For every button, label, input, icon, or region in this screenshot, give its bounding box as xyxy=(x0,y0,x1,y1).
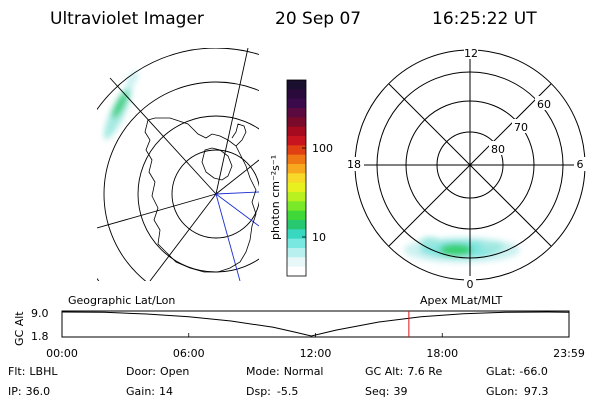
colorbar: 100 10 photon cm⁻²s⁻¹ xyxy=(269,79,333,277)
colorbar-tick-label-10: 10 xyxy=(312,231,326,244)
status-gc-alt: GC Alt: 7.6 Re xyxy=(365,365,442,378)
status-glon: GLon: 97.3 xyxy=(486,385,548,398)
gc-x-ticks: 00:00 06:00 12:00 18:00 23:59 xyxy=(46,333,585,360)
geo-meridian-blue-3 xyxy=(215,193,241,281)
gc-alt-plot: GC Alt 9.0 1.8 00:00 06:00 12:00 18:00 23:59 xyxy=(13,307,585,360)
mlt-label-12: 12 xyxy=(464,47,478,60)
status-gain: Gain: 14 xyxy=(126,385,173,398)
colorbar-tick-label-100: 100 xyxy=(312,142,333,155)
status-glat: GLat: -66.0 xyxy=(486,365,548,378)
gc-ytick-low: 1.8 xyxy=(31,330,49,343)
lat-label-60: 60 xyxy=(537,98,551,111)
polar-label-bg-left xyxy=(344,157,364,171)
geo-meridian-4 xyxy=(149,193,217,281)
colorbar-cell-14 xyxy=(287,210,306,221)
colorbar-cell-1 xyxy=(287,89,306,100)
polar-label-bg-top xyxy=(464,46,478,59)
date-label: 20 Sep 07 xyxy=(275,9,361,29)
gc-x-tick-label-0: 00:00 xyxy=(46,347,78,360)
gc-plot-ylabel: GC Alt xyxy=(13,311,26,346)
status-door: Door: Open xyxy=(126,365,189,378)
lat-label-70: 70 xyxy=(514,121,528,134)
colorbar-cell-2 xyxy=(287,98,306,109)
gc-alt-series xyxy=(61,311,569,337)
polar-aurora-glow xyxy=(404,237,520,263)
colorbar-cell-15 xyxy=(287,220,306,230)
geo-lat-ring-3 xyxy=(103,81,259,281)
colorbar-cell-13 xyxy=(287,201,306,212)
colorbar-unit-label: photon cm⁻²s⁻¹ xyxy=(269,155,282,240)
geo-meridian-5 xyxy=(215,159,259,195)
colorbar-cell-4 xyxy=(287,117,306,128)
polar-label-bg-right xyxy=(574,157,586,171)
colorbar-cell-10 xyxy=(287,173,306,184)
lat-label-bg-60 xyxy=(535,96,553,110)
peninsula xyxy=(231,123,247,147)
colorbar-cell-19 xyxy=(287,257,306,268)
geo-map-label: Geographic Lat/Lon xyxy=(68,294,175,307)
colorbar-cell-20 xyxy=(287,266,306,277)
gc-ytick-high: 9.0 xyxy=(31,307,49,320)
geographic-map: Geographic Lat/Lon xyxy=(68,48,259,307)
continent-inlet xyxy=(201,147,233,181)
gc-x-tick-label-4: 23:59 xyxy=(553,347,585,360)
mlt-label-18: 18 xyxy=(347,158,361,171)
gc-x-tick-label-1: 06:00 xyxy=(173,347,205,360)
continent-outline xyxy=(144,117,257,273)
colorbar-cell-5 xyxy=(287,126,306,137)
instrument-title: Ultraviolet Imager xyxy=(50,9,204,29)
colorbar-cell-12 xyxy=(287,192,306,202)
polar-map: 12 18 6 0 60 70 80 Apex MLat/MLT xyxy=(344,46,586,307)
colorbar-cell-8 xyxy=(287,154,306,165)
time-label: 16:25:22 UT xyxy=(432,9,537,29)
geo-meridian-blue-1 xyxy=(215,191,259,195)
colorbar-cell-6 xyxy=(287,136,306,146)
colorbar-cells xyxy=(287,80,306,277)
polar-diagonal-2 xyxy=(388,83,552,247)
colorbar-frame xyxy=(286,79,307,277)
lat-label-bg-80 xyxy=(489,141,507,155)
geo-meridian-1 xyxy=(215,48,249,195)
geo-meridian-3 xyxy=(97,193,217,229)
colorbar-cell-18 xyxy=(287,248,306,258)
lat-label-80: 80 xyxy=(491,143,505,156)
colorbar-cell-17 xyxy=(287,238,306,249)
gc-x-tick-label-3: 18:00 xyxy=(426,347,458,360)
status-footer: Flt: LBHL Door: Open Mode: Normal GC Alt: 7.… xyxy=(8,365,548,398)
colorbar-cell-11 xyxy=(287,182,306,193)
colorbar-cell-3 xyxy=(287,108,306,118)
polar-label-bg-bottom xyxy=(464,276,476,289)
gc-x-tick-label-2: 12:00 xyxy=(300,347,332,360)
status-ip: IP: 36.0 xyxy=(8,385,50,398)
status-seq: Seq: 39 xyxy=(365,385,407,398)
geo-lat-ring-1 xyxy=(171,149,259,239)
status-filter: Flt: LBHL xyxy=(8,365,58,378)
polar-map-label: Apex MLat/MLT xyxy=(420,294,503,307)
lat-label-bg-70 xyxy=(512,119,530,133)
colorbar-cell-7 xyxy=(287,145,306,156)
geo-meridian-2 xyxy=(109,77,217,195)
status-dsp: Dsp: -5.5 xyxy=(246,385,298,398)
mlt-label-6: 6 xyxy=(577,158,584,171)
geo-aurora-glow xyxy=(103,71,139,140)
geo-meridian-blue-2 xyxy=(215,193,259,227)
colorbar-cell-9 xyxy=(287,164,306,174)
gc-alt-line xyxy=(61,311,569,337)
colorbar-cell-16 xyxy=(287,229,306,240)
mlt-label-0: 0 xyxy=(467,278,474,291)
colorbar-cell-0 xyxy=(287,80,306,90)
status-mode: Mode: Normal xyxy=(246,365,324,378)
